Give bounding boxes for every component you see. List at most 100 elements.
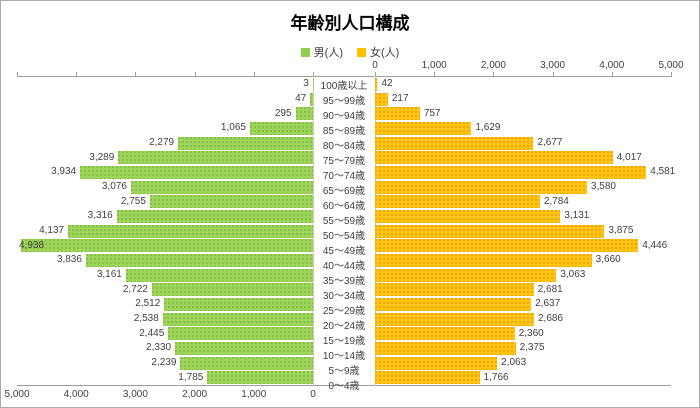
male-axis-tick-label: 1,000 [241,389,267,400]
axis-tick [135,72,137,77]
male-value-label: 2,445 [139,327,165,339]
female-value-label: 2,375 [519,342,545,354]
female-value-label: 4,017 [616,151,642,163]
age-label: 80〜84歳 [322,141,366,152]
female-bar [375,239,639,253]
male-value-label: 4,938 [19,239,45,251]
female-value-label: 4,446 [642,239,668,251]
age-label: 60〜64歳 [322,201,366,212]
legend-label-male: 男(人) [313,47,343,59]
male-bar [175,341,313,355]
male-bar [118,151,313,165]
age-label: 15〜19歳 [322,336,366,347]
female-bar [375,92,388,106]
female-value-label: 757 [423,107,441,119]
female-value-label: 3,063 [560,269,586,281]
male-bar [207,371,313,385]
female-row: 3,660 [375,253,671,268]
female-value-label: 2,677 [537,137,563,149]
female-axis-tick-label: 5,000 [658,60,684,71]
age-label: 45〜49歳 [322,246,366,257]
male-bars-panel: 3 47 295 1,065 2,279 3,289 3,934 3,076 2,755 3,31… [17,77,313,385]
female-axis-tick-label: 2,000 [480,60,506,71]
age-row: 90〜94歳 [313,107,375,122]
male-value-label: 2,722 [122,283,148,295]
age-label: 30〜34歳 [322,291,366,302]
male-bar [164,297,313,311]
female-bar [375,121,472,135]
female-value-label: 2,637 [535,298,561,310]
male-value-label: 2,239 [151,357,177,369]
male-row: 3,934 [17,165,313,180]
male-row: 2,512 [17,297,313,312]
axis-tick [552,72,554,77]
male-value-label: 2,538 [133,313,159,325]
male-row: 3,161 [17,268,313,283]
legend-label-female: 女(人) [370,47,400,59]
male-series-swatch-icon [300,47,310,57]
age-label: 25〜29歳 [322,306,366,317]
female-value-label: 2,360 [518,327,544,339]
male-row: 4,137 [17,224,313,239]
female-row: 2,360 [375,326,671,341]
male-value-label: 3,934 [51,166,77,178]
female-row: 2,681 [375,282,671,297]
age-row: 85〜89歳 [313,122,375,137]
axis-tick [313,72,314,77]
female-row: 3,875 [375,224,671,239]
male-value-label: 2,755 [120,195,146,207]
age-label: 20〜24歳 [322,321,366,332]
female-value-label: 1,629 [475,122,501,134]
male-row: 3,836 [17,253,313,268]
male-row: 2,722 [17,282,313,297]
female-row: 757 [375,106,671,121]
female-value-label: 1,766 [483,371,509,383]
age-row: 0〜4歳 [313,377,375,392]
female-row: 3,131 [375,209,671,224]
female-row: 2,784 [375,194,671,209]
male-value-label: 3,289 [89,151,115,163]
female-row: 2,686 [375,312,671,327]
female-bar [375,165,647,179]
male-row: 2,279 [17,136,313,151]
age-row: 30〜34歳 [313,287,375,302]
female-row: 4,581 [375,165,675,180]
female-bar [375,107,420,121]
male-row: 1,065 [17,121,313,136]
male-bar [116,209,313,223]
female-value-label: 2,784 [543,195,569,207]
male-bar [295,107,313,121]
age-row: 95〜99歳 [313,92,375,107]
female-row: 42 [375,77,671,92]
female-row: 4,017 [375,150,671,165]
female-bar [375,312,534,326]
female-row: 217 [375,92,671,107]
female-bar [375,151,613,165]
male-row: 2,445 [17,326,313,341]
male-bar [130,180,313,194]
male-value-label: 3,161 [96,269,122,281]
female-row: 3,063 [375,268,671,283]
female-bar [375,327,515,341]
age-label: 90〜94歳 [322,111,366,122]
male-row: 3 [17,77,313,92]
age-row: 20〜24歳 [313,317,375,332]
male-value-label: 3 [303,78,309,90]
female-axis-tick-label: 1,000 [421,60,447,71]
male-value-label: 3,316 [87,210,113,222]
age-row: 80〜84歳 [313,137,375,152]
female-bar [375,209,561,223]
female-bar [375,136,534,150]
female-axis-tick-label: 4,000 [599,60,625,71]
male-row: 1,785 [17,370,313,385]
male-row: 2,330 [17,341,313,356]
axis-line [17,385,671,386]
female-bar [375,180,587,194]
male-value-label: 2,330 [146,342,172,354]
age-row: 65〜69歳 [313,182,375,197]
female-bar [375,195,540,209]
male-bar [168,327,313,341]
axis-tick [194,72,196,77]
age-label: 55〜59歳 [322,216,366,227]
age-label: 95〜99歳 [322,96,366,107]
